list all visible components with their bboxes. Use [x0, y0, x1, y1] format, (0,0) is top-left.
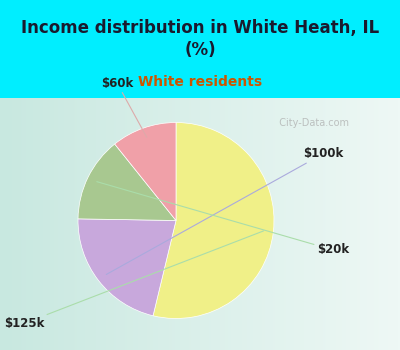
Text: $60k: $60k — [101, 77, 147, 137]
Text: $20k: $20k — [97, 182, 349, 257]
Wedge shape — [115, 122, 176, 220]
Text: City-Data.com: City-Data.com — [273, 118, 349, 127]
Text: $125k: $125k — [4, 231, 264, 330]
Wedge shape — [78, 144, 176, 220]
Text: $100k: $100k — [106, 147, 343, 274]
Text: White residents: White residents — [138, 75, 262, 89]
Text: Income distribution in White Heath, IL
(%): Income distribution in White Heath, IL (… — [21, 19, 379, 59]
Wedge shape — [153, 122, 274, 318]
Wedge shape — [78, 219, 176, 316]
